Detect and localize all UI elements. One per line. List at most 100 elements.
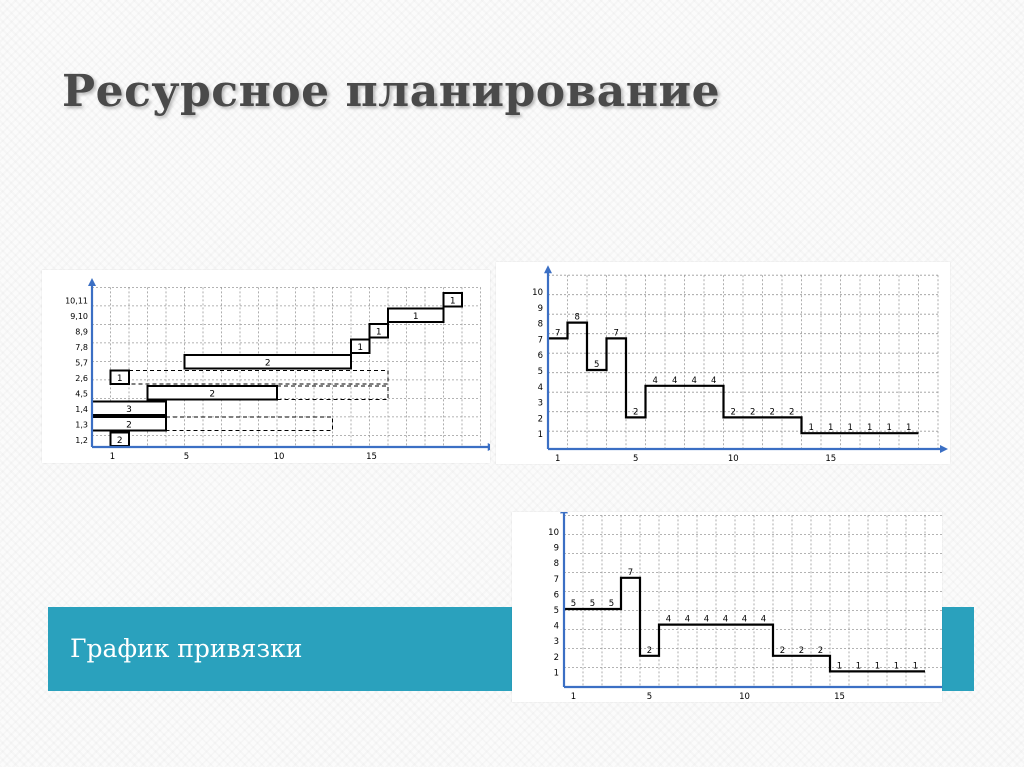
load2-x-tick: 5: [647, 692, 652, 702]
load1-value-label: 1: [809, 423, 814, 433]
load2-value-label: 4: [723, 615, 728, 625]
gantt-row-label: 4,5: [75, 390, 88, 399]
load2-value-label: 7: [628, 568, 633, 578]
load2-y-tick: 1: [554, 668, 559, 678]
gantt-reserve-bar: [165, 416, 333, 431]
resource-load-chart: 7 8 5 7 2 4 4 4 4 2 2 2 2 1 1 1 1 1 1 1 2 3 4 5 6 7 8 9 10 1 5 10 15: [496, 262, 950, 464]
gantt-x-tick: 1: [110, 452, 115, 462]
load2-y-tick: 10: [548, 528, 559, 538]
load2-value-label: 5: [571, 599, 576, 609]
gantt-x-axis-arrow: [487, 443, 490, 451]
load1-y-tick: 10: [532, 288, 543, 298]
load2-y-tick: 2: [554, 653, 559, 663]
load2-value-label: 1: [837, 661, 842, 671]
load2-value-label: 5: [609, 599, 614, 609]
load2-y-axis-arrow: [560, 512, 568, 514]
load2-y-tick: 5: [554, 606, 559, 616]
gantt-task-label: 1: [413, 312, 419, 322]
load2-y-tick: 7: [554, 575, 559, 585]
load1-x-tick: 10: [728, 454, 739, 464]
gantt-x-tick: 10: [274, 452, 285, 462]
load1-value-label: 1: [906, 423, 911, 433]
load2-value-label: 1: [875, 661, 880, 671]
load2-value-label: 1: [856, 661, 861, 671]
load1-y-tick: 4: [538, 383, 543, 393]
gantt-task-bar: [387, 307, 445, 323]
load1-value-label: 4: [653, 376, 658, 386]
slide-title: Ресурсное планирование: [62, 66, 721, 117]
banner-text: График привязки: [70, 634, 303, 663]
load2-x-tick: 10: [739, 692, 750, 702]
load1-value-label: 1: [828, 423, 833, 433]
gantt-chart-svg: 22321211111,21,31,44,52,65,77,88,99,1010…: [65, 278, 490, 462]
gantt-task-label: 1: [357, 343, 363, 353]
gantt-x-tick: 15: [366, 452, 377, 462]
load1-y-tick: 3: [538, 399, 543, 409]
gantt-y-axis-arrow: [88, 278, 96, 286]
load2-value-label: 5: [590, 599, 595, 609]
load2-y-tick: 6: [554, 590, 559, 600]
gantt-task-bar: [109, 369, 130, 385]
load1-value-label: 4: [692, 376, 697, 386]
load1-y-tick: 2: [538, 414, 543, 424]
load2-value-label: 2: [780, 646, 785, 656]
load1-value-label: 2: [731, 407, 736, 417]
load1-value-label: 2: [750, 407, 755, 417]
gantt-task-label: 1: [450, 297, 456, 307]
load1-x-tick: 15: [825, 454, 836, 464]
load2-value-label: 1: [913, 661, 918, 671]
load1-y-axis-arrow: [544, 265, 552, 274]
load1-value-label: 1: [848, 423, 853, 433]
load2-y-tick: 4: [554, 622, 559, 632]
load1-value-label: 4: [672, 376, 677, 386]
load2-value-label: 4: [685, 615, 690, 625]
load1-value-label: 8: [575, 313, 580, 323]
gantt-row-label: 7,8: [75, 343, 88, 352]
gantt-task-label: 1: [117, 374, 123, 384]
gantt-x-tick: 5: [184, 452, 189, 462]
load1-value-label: 2: [633, 407, 638, 417]
load1-x-axis-arrow: [940, 445, 948, 453]
load1-value-label: 5: [594, 360, 599, 370]
gantt-row-label: 1,2: [75, 436, 88, 445]
load2-x-tick: 1: [571, 692, 576, 702]
load2-value-label: 2: [818, 646, 823, 656]
load2-x-tick: 15: [834, 692, 845, 702]
load2-value-label: 4: [704, 615, 709, 625]
gantt-row-label: 2,6: [75, 374, 88, 383]
load2-y-tick: 8: [554, 559, 559, 569]
load1-y-tick: 6: [538, 351, 543, 361]
load1-value-label: 4: [711, 376, 716, 386]
gantt-task-label: 1: [376, 328, 382, 338]
gantt-task-bar: [350, 338, 371, 354]
gantt-task-label: 2: [117, 436, 123, 446]
load1-value-label: 1: [867, 423, 872, 433]
load2-value-label: 4: [666, 615, 671, 625]
load1-step-line: [548, 321, 919, 435]
gantt-row-label: 10,11: [65, 297, 88, 306]
load1-y-tick: 7: [538, 335, 543, 345]
gantt-row-label: 1,4: [75, 405, 88, 414]
load1-value-label: 7: [555, 328, 560, 338]
gantt-row-label: 1,3: [75, 421, 88, 430]
load2-value-label: 4: [761, 615, 766, 625]
load1-value-label: 2: [770, 407, 775, 417]
binding-chart: 5 5 5 7 2 4 4 4 4 4 4 2 2 2 1 1 1 1 1 1 2 3 4 5 6 7 8 9 10 1 5 10 15: [512, 512, 942, 702]
load1-x-tick: 1: [555, 454, 560, 464]
load2-y-tick: 3: [554, 637, 559, 647]
load1-x-tick: 5: [633, 454, 638, 464]
load1-value-label: 1: [887, 423, 892, 433]
load2-value-label: 2: [647, 646, 652, 656]
load1-y-tick: 8: [538, 320, 543, 330]
gantt-row-label: 5,7: [75, 359, 88, 368]
gantt-reserve-bar: [128, 370, 389, 385]
load1-y-tick: 9: [538, 304, 543, 314]
load2-step-line: [564, 576, 925, 673]
gantt-task-label: 2: [265, 359, 271, 369]
gantt-chart: 2 2 3 2 1 2 1 1 1 1 1,2 1,3 1,4 4,5 2,6 5,7 7,8 8,9 9,10 10…: [42, 270, 490, 463]
load2-y-tick: 9: [554, 544, 559, 554]
gantt-task-label: 3: [126, 405, 132, 415]
gantt-task-bar: [183, 354, 352, 370]
